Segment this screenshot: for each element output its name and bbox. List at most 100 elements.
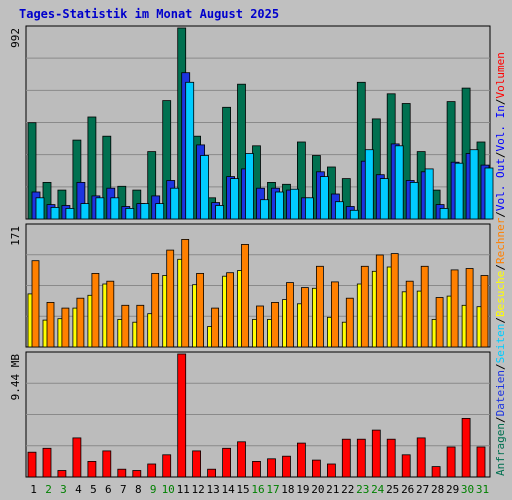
bar-rechner-day-2	[46, 301, 55, 348]
legend-segment-vol-out: Vol. Out	[494, 158, 507, 211]
bar-rechner-day-3	[61, 307, 70, 348]
legend-segment-separator: /	[494, 264, 507, 271]
panel-middle: 171	[9, 223, 491, 348]
bar-volumen-day-12	[192, 450, 202, 478]
bar-seiten-day-18	[290, 188, 299, 220]
bar-rechner-day-25	[390, 253, 399, 348]
bar-volumen-day-29	[446, 446, 456, 478]
bar-seiten-day-14	[230, 178, 240, 220]
bar-volumen-day-16	[252, 460, 261, 478]
bar-rechner-day-31	[480, 275, 489, 348]
x-axis-label-day-22: 22	[341, 483, 354, 496]
x-axis-label-day-10: 10	[162, 483, 175, 496]
bar-seiten-day-2	[50, 206, 60, 220]
x-axis-label-day-21: 21	[326, 483, 339, 496]
bar-volumen-day-27	[416, 437, 426, 478]
bar-rechner-day-18	[286, 282, 294, 348]
bar-seiten-day-25	[394, 145, 404, 220]
panel-top: 992	[9, 25, 494, 220]
bar-rechner-day-8	[136, 304, 145, 348]
bar-rechner-day-10	[166, 249, 175, 348]
bar-rechner-day-26	[405, 280, 414, 348]
legend-segment-separator: /	[494, 416, 507, 423]
bar-seiten-day-19	[304, 197, 314, 220]
bar-volumen-day-7	[117, 468, 127, 478]
bar-seiten-day-6	[110, 197, 120, 220]
legend-segment-separator: /	[494, 151, 507, 158]
x-axis-label-day-16: 16	[251, 483, 264, 496]
bar-volumen-day-3	[57, 470, 67, 478]
bar-rechner-day-1	[31, 260, 40, 348]
bar-rechner-day-5	[91, 272, 100, 348]
bar-seiten-day-24	[379, 178, 389, 220]
legend-segment-separator: /	[494, 363, 507, 370]
bar-seiten-day-29	[454, 162, 464, 220]
bar-seiten-day-7	[125, 207, 135, 220]
bar-volumen-day-30	[461, 417, 471, 478]
bar-rechner-day-6	[106, 280, 115, 348]
bar-seiten-day-22	[349, 209, 359, 220]
x-axis-label-day-2: 2	[45, 483, 52, 496]
x-axis-label-day-6: 6	[105, 483, 112, 496]
bar-volumen-day-20	[311, 459, 321, 478]
x-axis-label-day-1: 1	[30, 483, 37, 496]
x-axis-label-day-29: 29	[446, 483, 459, 496]
bar-seiten-day-31	[484, 167, 494, 220]
bar-seiten-day-4	[80, 203, 90, 220]
bar-seiten-day-5	[95, 197, 105, 220]
bar-volumen-day-19	[296, 442, 306, 478]
y-axis-max-label-top: 992	[9, 28, 22, 48]
x-axis-label-day-8: 8	[135, 483, 142, 496]
x-axis-label-day-26: 26	[401, 483, 414, 496]
bar-rechner-day-29	[450, 269, 459, 348]
x-axis-label-day-5: 5	[90, 483, 97, 496]
x-axis-label-day-12: 12	[191, 483, 204, 496]
legend-segment-dateien: Dateien	[494, 370, 507, 416]
bar-volumen-day-24	[371, 429, 381, 478]
legend-segment-besuche: Besuche	[494, 271, 507, 317]
legend-segment-seiten: Seiten	[494, 324, 507, 364]
bar-seiten-day-26	[409, 181, 419, 220]
bar-rechner-day-7	[121, 304, 130, 348]
bar-volumen-day-18	[282, 455, 291, 478]
bar-volumen-day-23	[356, 438, 366, 478]
bar-volumen-day-13	[207, 468, 217, 478]
bar-rechner-day-28	[435, 297, 444, 348]
bar-volumen-day-21	[326, 463, 336, 478]
x-axis-day-labels: 1 2 3 4 5 6 7 8 9 10 11 12 13 14 15 16 17 18 19 20 21 22 23 24 2…	[30, 483, 489, 496]
x-axis-label-day-30: 30	[461, 483, 474, 496]
legend-segment-rechner: Rechner	[494, 217, 507, 264]
bar-rechner-day-16	[256, 305, 264, 348]
bar-seiten-day-1	[35, 197, 45, 220]
bar-volumen-day-6	[102, 450, 112, 478]
bar-seiten-day-11	[185, 81, 195, 220]
x-axis-label-day-4: 4	[75, 483, 82, 496]
bar-rechner-day-9	[151, 272, 160, 348]
panel-bottom: 9.44 MB	[9, 351, 491, 478]
y-axis-max-label-bottom: 9.44 MB	[9, 354, 22, 401]
bar-rechner-day-30	[465, 268, 474, 348]
bar-seiten-day-27	[424, 168, 434, 220]
bar-seiten-day-12	[200, 155, 210, 220]
bar-volumen-day-28	[431, 466, 441, 478]
bar-rechner-day-24	[375, 254, 384, 348]
bar-volumen-day-11	[177, 353, 187, 478]
x-axis-label-day-19: 19	[296, 483, 309, 496]
x-axis-label-day-24: 24	[371, 483, 385, 496]
y-axis-max-label-middle: 171	[9, 226, 22, 246]
bar-rechner-day-22	[345, 297, 354, 348]
bar-rechner-day-27	[420, 265, 429, 348]
bar-volumen-day-10	[162, 454, 172, 478]
legend-segment-volumen: Volumen	[494, 52, 507, 98]
bar-rechner-day-23	[360, 265, 369, 348]
bar-seiten-day-10	[170, 187, 180, 220]
bar-volumen-day-14	[222, 447, 232, 478]
bar-rechner-day-15	[241, 243, 249, 348]
x-axis-label-day-18: 18	[281, 483, 294, 496]
bar-seiten-day-17	[275, 191, 284, 220]
bar-seiten-day-15	[245, 153, 254, 220]
bar-seiten-day-23	[364, 149, 374, 220]
chart-title: Tages-Statistik im Monat August 2025	[19, 7, 279, 21]
x-axis-label-day-28: 28	[431, 483, 444, 496]
